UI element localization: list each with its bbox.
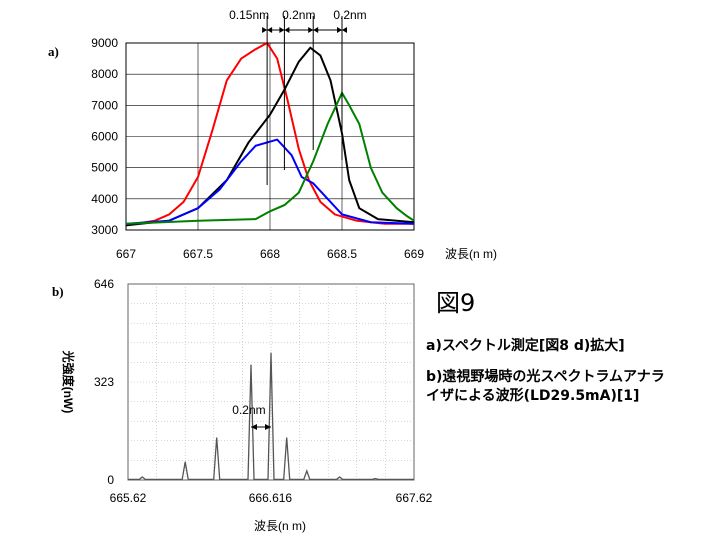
- chart-a-x-tick: 668.5: [327, 247, 357, 261]
- chart-b-y-tick: 0: [107, 473, 114, 487]
- chart-a-y-tick: 5000: [91, 161, 118, 175]
- chart-a-y-tick: 8000: [91, 67, 118, 81]
- chart-a-x-tick: 667: [116, 247, 136, 261]
- caption-line-2a: b)遠視野場時の光スペクトラムアナラ: [426, 369, 665, 385]
- chart-b-x-tick: 667.62: [396, 491, 433, 505]
- panel-a-label: a): [48, 44, 59, 59]
- chart-a-x-tick: 669: [404, 247, 424, 261]
- chart-b-annotation: 0.2nm: [232, 403, 265, 417]
- chart-a-series-line: [125, 90, 415, 225]
- chart-a-x-tick: 668: [260, 247, 280, 261]
- chart-a-y-tick: 9000: [91, 36, 118, 50]
- chart-b-x-label: 波長(n m): [254, 519, 306, 533]
- chart-b-y-tick: 646: [94, 277, 114, 291]
- chart-a-x-label: 波長(n m): [445, 247, 497, 261]
- chart-a-arrowhead: [279, 27, 290, 33]
- chart-b-y-tick: 323: [94, 375, 114, 389]
- chart-a-arrowhead: [308, 27, 319, 33]
- chart-a-annotation: 0.2nm: [333, 8, 366, 22]
- caption-line-2b: イザによる波形(LD29.5mA)[1]: [426, 388, 640, 404]
- chart-a-y-tick: 7000: [91, 98, 118, 112]
- caption-line-1: a)スペクトル測定[図8 d)拡大]: [426, 338, 625, 354]
- chart-b-spectrum-line: [128, 352, 414, 481]
- chart-a-y-tick: 3000: [91, 223, 118, 237]
- chart-a-arrowhead: [337, 27, 347, 33]
- panel-b-label: b): [52, 284, 64, 299]
- chart-a-arrowhead: [262, 27, 273, 33]
- chart-b-arrowhead: [250, 424, 271, 430]
- chart-a-annotation: 0.2nm: [282, 8, 315, 22]
- chart-b-y-label: 光強度(nW): [61, 350, 76, 414]
- figure-title: 図9: [436, 289, 476, 317]
- chart-a-y-tick: 6000: [91, 130, 118, 144]
- chart-a-x-tick: 667.5: [183, 247, 213, 261]
- chart-a-series-line: [125, 46, 415, 227]
- chart-a-y-tick: 4000: [91, 192, 118, 206]
- chart-b-x-tick: 665.62: [110, 491, 147, 505]
- chart-a-annotation: 0.15nm: [229, 8, 269, 22]
- chart-b-x-tick: 666.616: [249, 491, 293, 505]
- chart-b-frame: [127, 283, 415, 481]
